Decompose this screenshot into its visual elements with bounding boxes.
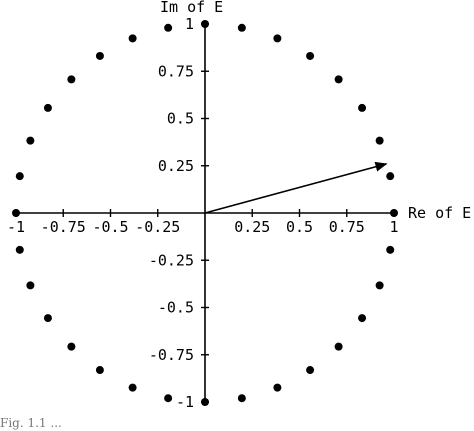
data-point <box>67 342 76 351</box>
x-tick-label: -0.75 <box>41 218 86 236</box>
y-tick-label: 0.75 <box>158 62 194 80</box>
x-tick-label: 1 <box>389 218 398 236</box>
data-point <box>128 34 137 43</box>
y-tick-label: -0.25 <box>149 251 194 269</box>
y-tick-label: 1 <box>185 15 194 33</box>
data-point <box>237 394 246 403</box>
data-point <box>67 75 76 84</box>
data-point <box>15 172 24 181</box>
x-tick-label: 0.25 <box>234 218 270 236</box>
ticks: -1 -0.75 -0.5 -0.25 0.25 0.5 0.75 1 1 0.75 0.5 0.25… <box>7 15 399 411</box>
x-tick-label: -0.25 <box>135 218 180 236</box>
data-point <box>306 366 315 375</box>
data-point <box>43 314 52 323</box>
y-tick-label: -0.5 <box>158 299 194 317</box>
data-point <box>95 51 104 60</box>
data-point <box>201 398 209 406</box>
data-point <box>334 342 343 351</box>
data-point <box>201 20 209 28</box>
data-point <box>375 136 384 145</box>
figure-caption: Fig. 1.1 ... <box>0 416 62 430</box>
data-point <box>128 383 137 392</box>
data-point <box>390 209 398 217</box>
x-tick-label: 0.75 <box>329 218 365 236</box>
x-tick-label: -0.5 <box>92 218 128 236</box>
data-point <box>26 136 35 145</box>
data-point <box>95 366 104 375</box>
y-tick-label: -1 <box>176 393 194 411</box>
vector-group <box>204 161 388 214</box>
x-axis-title: Re of E <box>408 204 471 222</box>
data-point <box>164 394 173 403</box>
data-point <box>375 281 384 290</box>
vector-arrow <box>204 161 388 214</box>
x-tick-label: 0.5 <box>286 218 313 236</box>
data-point <box>273 383 282 392</box>
data-point <box>358 314 367 323</box>
data-point <box>334 75 343 84</box>
data-point <box>26 281 35 290</box>
data-point <box>164 23 173 32</box>
x-tick-label: -1 <box>7 218 25 236</box>
data-point <box>237 23 246 32</box>
data-point <box>386 245 395 254</box>
data-point <box>273 34 282 43</box>
data-point <box>306 51 315 60</box>
y-tick-label: -0.75 <box>149 346 194 364</box>
data-point <box>43 103 52 112</box>
data-point <box>386 172 395 181</box>
y-tick-label: 0.25 <box>158 157 194 175</box>
data-point <box>358 103 367 112</box>
data-point <box>15 245 24 254</box>
data-point <box>12 209 20 217</box>
data-points <box>12 20 398 406</box>
y-tick-label: 0.5 <box>167 110 194 128</box>
y-axis-title: Im of E <box>160 0 223 16</box>
